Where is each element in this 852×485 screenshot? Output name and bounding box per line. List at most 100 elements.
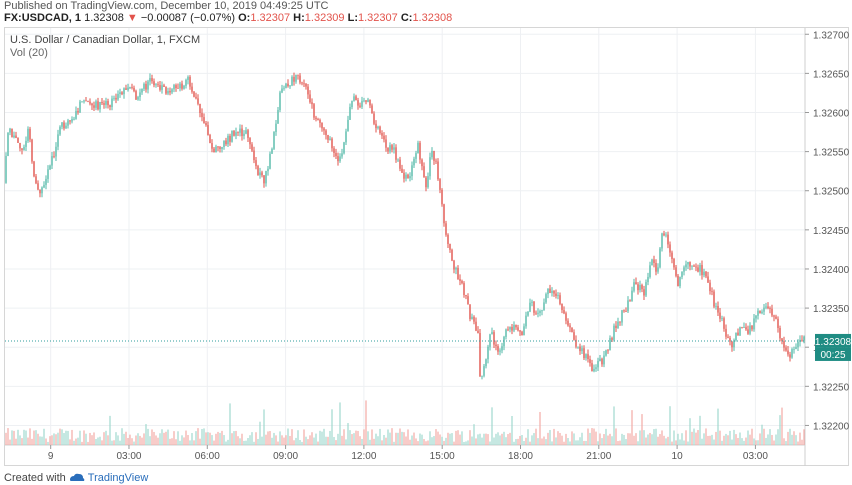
volume-bar [565,433,567,445]
candle-body [471,316,473,320]
candle-body [547,288,549,295]
volume-bar [797,441,799,445]
volume-bar [781,407,783,445]
candle-body [749,325,751,334]
volume-bar [761,424,763,445]
candle-body [291,76,293,86]
candle-body [563,310,565,314]
candle-body [19,142,21,149]
volume-bar [701,438,703,445]
volume-bar [139,435,141,445]
volume-bar [555,437,557,445]
volume-bar [559,432,561,445]
volume-bar [285,435,287,445]
volume-bar [785,441,787,445]
volume-bar [129,434,131,445]
candle-body [379,126,381,134]
candle-body [443,204,445,224]
volume-bar [21,438,23,445]
volume-bar [775,434,777,445]
candle-body [205,123,207,126]
volume-bar [311,432,313,445]
candle-body [801,339,803,341]
candle-body [645,282,647,296]
x-tick-label: 03:00 [116,451,141,462]
candle-body [457,267,459,280]
volume-bar [193,440,195,445]
candle-body [373,113,375,124]
volume-bar [51,435,53,445]
volume-bar [691,431,693,445]
candle-body [327,135,329,140]
volume-bar [787,431,789,445]
volume-bar [349,430,351,445]
candle-body [25,140,27,147]
volume-bar [669,406,671,445]
candle-body [669,244,671,253]
candle-body [683,267,685,272]
volume-bar [41,436,43,445]
candle-body [461,280,463,284]
volume-bar [647,434,649,445]
x-tick-label: 18:00 [508,451,533,462]
candle-body [777,318,779,328]
candle-body [143,83,145,89]
volume-bar [271,437,273,445]
volume-bar [699,415,701,445]
candle-body [567,320,569,326]
candle-body [215,146,217,153]
volume-bar [495,433,497,445]
candle-body [629,300,631,302]
volume-bar [763,428,765,445]
volume-bar [347,423,349,445]
y-tick-label: 1.32200 [813,421,850,432]
candle-body [633,282,635,291]
volume-bar [427,440,429,445]
volume-bar [79,430,81,445]
candle-body [61,122,63,127]
candle-body [239,128,241,133]
candle-body [417,142,419,154]
x-tick-label: 06:00 [195,451,220,462]
volume-bar [599,433,601,445]
candle-body [51,156,53,166]
candle-body [229,135,231,142]
candle-body [603,355,605,365]
tradingview-brand[interactable]: TradingView [87,472,149,484]
low-label: L: [347,12,358,24]
candle-body [755,315,757,319]
candle-body [87,101,89,102]
current-price-tag [815,333,851,348]
volume-bar [503,431,505,445]
candle-body [83,100,85,102]
volume-bar [247,438,249,445]
candle-body [311,102,313,105]
volume-bar [511,416,513,445]
volume-bar [709,435,711,445]
candle-body [639,285,641,291]
candle-body [643,289,645,296]
volume-bar [629,433,631,445]
volume-bar [535,428,537,445]
candle-body [465,295,467,297]
candle-body [743,327,745,328]
volume-bar [275,435,277,445]
candle-body [789,354,791,358]
candle-body [161,85,163,90]
candle-body [75,110,77,119]
volume-bar [751,428,753,445]
volume-bar [297,430,299,445]
candle-body [435,160,437,162]
volume-bar [97,437,99,445]
candle-body [177,88,179,89]
candle-body [519,330,521,332]
candle-body [309,94,311,103]
volume-bar [619,440,621,445]
volume-bar [321,431,323,445]
candle-body [523,326,525,336]
candle-body [775,316,777,319]
candle-body [593,368,595,372]
volume-bar [625,439,627,445]
volume-bar [693,428,695,445]
